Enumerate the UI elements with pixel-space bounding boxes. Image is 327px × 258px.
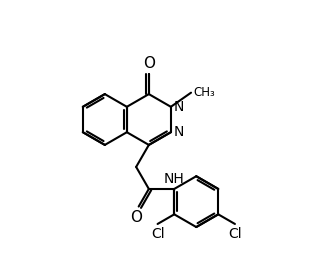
Text: N: N [174,125,184,139]
Text: NH: NH [164,172,185,186]
Text: Cl: Cl [228,227,242,241]
Text: CH₃: CH₃ [193,86,215,99]
Text: O: O [130,210,142,225]
Text: O: O [143,57,155,71]
Text: Cl: Cl [151,227,164,241]
Text: N: N [174,100,184,114]
